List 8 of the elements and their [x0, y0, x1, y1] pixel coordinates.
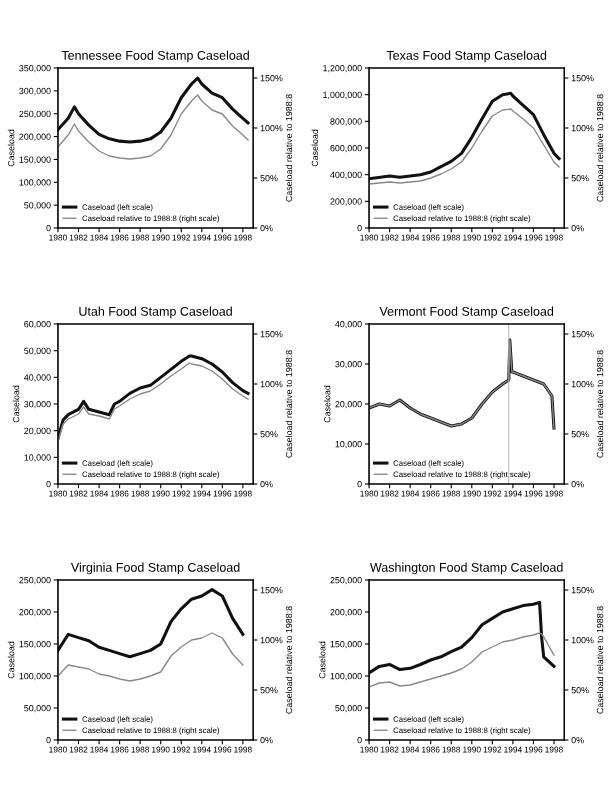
line-series: [57, 76, 250, 144]
line-series: [369, 108, 560, 185]
line-series: [369, 91, 561, 181]
line-series: [57, 588, 245, 659]
line-series: [57, 632, 244, 682]
line-series: [369, 632, 555, 688]
line-series: [57, 94, 249, 160]
line-series: [369, 600, 556, 675]
